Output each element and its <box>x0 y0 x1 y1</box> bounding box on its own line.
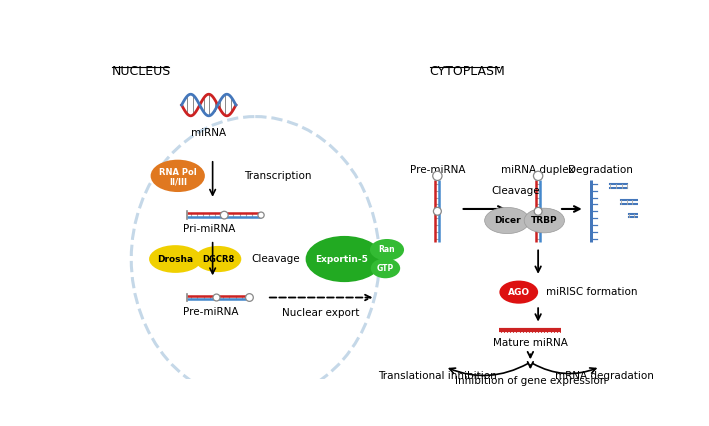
Circle shape <box>213 294 220 301</box>
Ellipse shape <box>371 258 400 278</box>
Text: RNA Pol: RNA Pol <box>159 168 196 177</box>
Text: DGCR8: DGCR8 <box>202 254 234 264</box>
Text: GTP: GTP <box>376 264 394 273</box>
Text: Cleavage: Cleavage <box>491 186 540 196</box>
Text: Cleavage: Cleavage <box>252 254 300 264</box>
Text: miRISC formation: miRISC formation <box>546 287 637 297</box>
Text: Pre-miRNA: Pre-miRNA <box>184 307 239 317</box>
Text: Nuclear export: Nuclear export <box>282 308 359 317</box>
Text: CYTOPLASM: CYTOPLASM <box>430 65 506 78</box>
Text: NUCLEUS: NUCLEUS <box>112 65 171 78</box>
Text: Inhibition of gene expression: Inhibition of gene expression <box>454 376 606 386</box>
Text: Translational inhibition: Translational inhibition <box>378 371 497 381</box>
Ellipse shape <box>195 246 241 272</box>
Text: miRNA: miRNA <box>191 128 226 138</box>
Text: Drosha: Drosha <box>157 254 194 264</box>
Text: Exportin-5: Exportin-5 <box>316 254 369 264</box>
Circle shape <box>245 294 253 301</box>
Ellipse shape <box>150 160 205 192</box>
Text: Mature miRNA: Mature miRNA <box>493 338 568 348</box>
Text: Pre-miRNA: Pre-miRNA <box>410 165 465 175</box>
Circle shape <box>432 171 442 181</box>
Text: AGO: AGO <box>508 288 530 296</box>
Text: Dicer: Dicer <box>493 216 520 225</box>
Circle shape <box>220 211 228 219</box>
Ellipse shape <box>485 207 530 233</box>
Ellipse shape <box>306 236 383 282</box>
Text: TRBP: TRBP <box>531 216 558 225</box>
Circle shape <box>258 212 264 218</box>
Text: Degradation: Degradation <box>568 165 632 175</box>
Text: Transcription: Transcription <box>244 171 311 181</box>
Ellipse shape <box>149 245 202 273</box>
Text: II/III: II/III <box>169 178 186 187</box>
Text: Pri-miRNA: Pri-miRNA <box>182 225 235 234</box>
Circle shape <box>534 207 542 215</box>
Circle shape <box>533 171 543 181</box>
Text: Ran: Ran <box>379 245 396 254</box>
Ellipse shape <box>370 239 404 261</box>
Circle shape <box>433 207 441 215</box>
Ellipse shape <box>524 208 564 233</box>
Text: miRNA duplex: miRNA duplex <box>501 165 575 175</box>
Ellipse shape <box>499 281 538 304</box>
Text: mRNA degradation: mRNA degradation <box>554 371 654 381</box>
